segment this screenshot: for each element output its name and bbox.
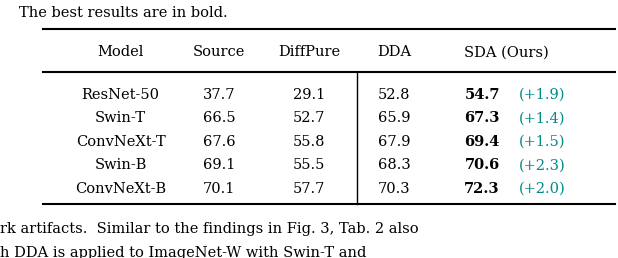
Text: 69.1: 69.1 xyxy=(203,158,235,172)
Text: Swin-B: Swin-B xyxy=(95,158,146,172)
Text: rk artifacts.  Similar to the findings in Fig. 3, Tab. 2 also: rk artifacts. Similar to the findings in… xyxy=(0,222,418,236)
Text: (+1.5): (+1.5) xyxy=(519,135,566,149)
Text: h DDA is applied to ImageNet-W with Swin-T and: h DDA is applied to ImageNet-W with Swin… xyxy=(0,246,366,258)
Text: 54.7: 54.7 xyxy=(464,88,500,102)
Text: 70.1: 70.1 xyxy=(203,182,235,196)
Text: SDA (Ours): SDA (Ours) xyxy=(464,45,549,59)
Text: 55.5: 55.5 xyxy=(293,158,325,172)
Text: Source: Source xyxy=(193,45,245,59)
Text: 70.3: 70.3 xyxy=(378,182,410,196)
Text: 68.3: 68.3 xyxy=(378,158,410,172)
Text: 70.6: 70.6 xyxy=(464,158,500,172)
Text: 66.5: 66.5 xyxy=(203,111,235,125)
Text: 52.7: 52.7 xyxy=(293,111,325,125)
Text: 67.3: 67.3 xyxy=(464,111,500,125)
Text: Swin-T: Swin-T xyxy=(95,111,146,125)
Text: 65.9: 65.9 xyxy=(378,111,410,125)
Text: (+2.3): (+2.3) xyxy=(519,158,566,172)
Text: DDA: DDA xyxy=(377,45,412,59)
Text: 37.7: 37.7 xyxy=(203,88,235,102)
Text: ResNet-50: ResNet-50 xyxy=(82,88,159,102)
Text: 72.3: 72.3 xyxy=(464,182,500,196)
Text: ConvNeXt-T: ConvNeXt-T xyxy=(75,135,166,149)
Text: (+1.4): (+1.4) xyxy=(519,111,566,125)
Text: 69.4: 69.4 xyxy=(464,135,500,149)
Text: ConvNeXt-B: ConvNeXt-B xyxy=(75,182,166,196)
Text: 67.6: 67.6 xyxy=(203,135,235,149)
Text: (+2.0): (+2.0) xyxy=(519,182,566,196)
Text: 29.1: 29.1 xyxy=(293,88,325,102)
Text: 52.8: 52.8 xyxy=(378,88,410,102)
Text: The best results are in bold.: The best results are in bold. xyxy=(19,6,227,20)
Text: 55.8: 55.8 xyxy=(293,135,325,149)
Text: 57.7: 57.7 xyxy=(293,182,325,196)
Text: Model: Model xyxy=(97,45,144,59)
Text: DiffPure: DiffPure xyxy=(278,45,340,59)
Text: (+1.9): (+1.9) xyxy=(519,88,566,102)
Text: 67.9: 67.9 xyxy=(378,135,410,149)
